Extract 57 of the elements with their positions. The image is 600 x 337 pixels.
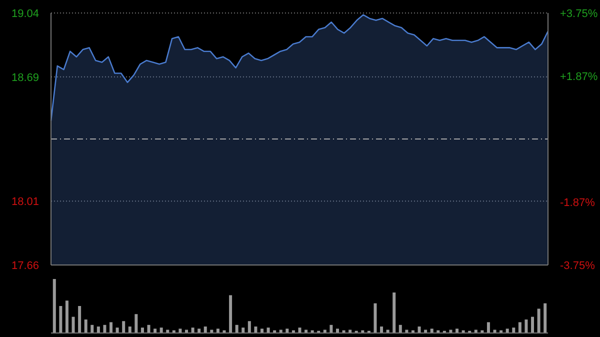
bar [128,326,132,333]
bar [486,322,490,333]
bar [52,279,56,333]
bar [90,324,94,333]
bar [154,328,157,333]
y2-tick-label: -3.75% [560,260,596,272]
y-tick-label: 17.66 [11,260,39,272]
bar [147,324,150,333]
bar [544,303,547,333]
bar [198,328,201,333]
bar [235,324,238,333]
y-tick-label: 18.01 [11,196,39,208]
bar [286,328,289,333]
bar [78,306,82,333]
bar [103,324,106,333]
bar [84,320,88,333]
bar [160,328,163,333]
bar [72,316,75,333]
bar [374,303,377,333]
bar [216,328,220,333]
y2-tick-label: +3.75% [560,8,598,20]
bar [298,328,302,333]
bar [116,328,119,333]
bar [96,326,100,333]
y2-tick-label: -1.87% [560,196,596,209]
bar [266,328,270,333]
bar [122,321,126,333]
bar [110,322,113,333]
bar [392,292,396,333]
bar [418,326,421,333]
bar [248,321,251,333]
bar [506,328,509,333]
bar [191,328,194,333]
y-tick-label: 19.04 [11,8,39,20]
bar [59,306,62,333]
bar [456,328,459,333]
bar [204,326,207,333]
bar [254,326,258,333]
bar [134,314,138,333]
bar [430,328,434,333]
bar [531,316,534,333]
bar [512,328,516,333]
y-tick-label: 18.69 [11,72,39,84]
bar [178,328,182,333]
bar [398,324,402,333]
bar [242,328,245,333]
bar [229,295,232,333]
bar [336,328,339,333]
bar [380,326,384,333]
bar [518,322,522,333]
bar [65,300,68,333]
y2-tick-label: +1.87% [560,71,598,84]
bar [524,320,528,333]
bar [260,328,264,333]
bar [330,324,333,333]
bar [140,328,144,333]
bar [537,308,540,333]
